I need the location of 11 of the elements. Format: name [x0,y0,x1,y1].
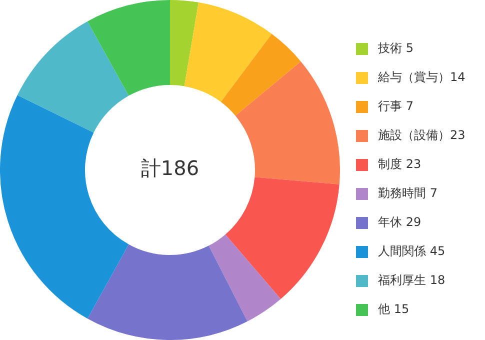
legend-label: 他 15 [378,301,410,318]
legend-label: 福利厚生 18 [378,272,446,289]
legend-label: 勤務時間 7 [378,185,438,202]
legend-label: 給与（賞与）14 [378,69,466,86]
legend-label: 人間関係 45 [378,243,446,260]
text: 計186 [140,156,200,180]
legend-label: 制度 23 [378,156,422,173]
legend-label: 行事 7 [378,98,414,115]
legend-label: 年休 29 [378,214,422,231]
legend-label: 技術 5 [378,40,414,57]
legend-label: 施設（設備）23 [378,127,466,144]
